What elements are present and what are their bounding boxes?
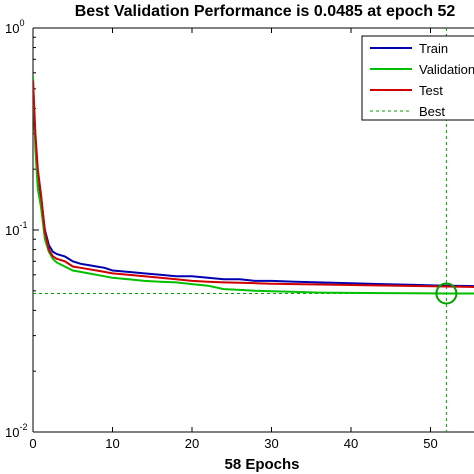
x-tick-label: 30 bbox=[264, 436, 278, 451]
legend-label-best: Best bbox=[419, 104, 445, 119]
chart-title: Best Validation Performance is 0.0485 at… bbox=[75, 3, 456, 20]
best-point-marker bbox=[435, 282, 458, 305]
legend: Train Validation Test Best bbox=[361, 35, 474, 121]
legend-label-test: Test bbox=[419, 83, 443, 98]
x-tick-label: 40 bbox=[344, 436, 358, 451]
x-axis-label: 58 Epochs bbox=[224, 456, 299, 473]
series-line-train bbox=[33, 94, 474, 288]
legend-label-validation: Validation bbox=[419, 62, 474, 77]
legend-box bbox=[361, 35, 474, 121]
x-tick-label: 50 bbox=[423, 436, 437, 451]
y-tick-label: 10-1 bbox=[5, 220, 27, 238]
series-group bbox=[33, 75, 474, 295]
x-tick-label: 20 bbox=[185, 436, 199, 451]
series-line-test bbox=[33, 80, 474, 288]
x-tick-label: 10 bbox=[105, 436, 119, 451]
plot-area: 0 10 20 30 40 50 100 10-1 10-2 Train Validation Tes… bbox=[5, 18, 474, 451]
x-tick-label: 0 bbox=[29, 436, 36, 451]
y-tick-label: 10-2 bbox=[5, 422, 27, 440]
legend-label-train: Train bbox=[419, 41, 448, 56]
y-tick-label: 100 bbox=[5, 18, 24, 36]
series-line-validation bbox=[33, 75, 474, 295]
